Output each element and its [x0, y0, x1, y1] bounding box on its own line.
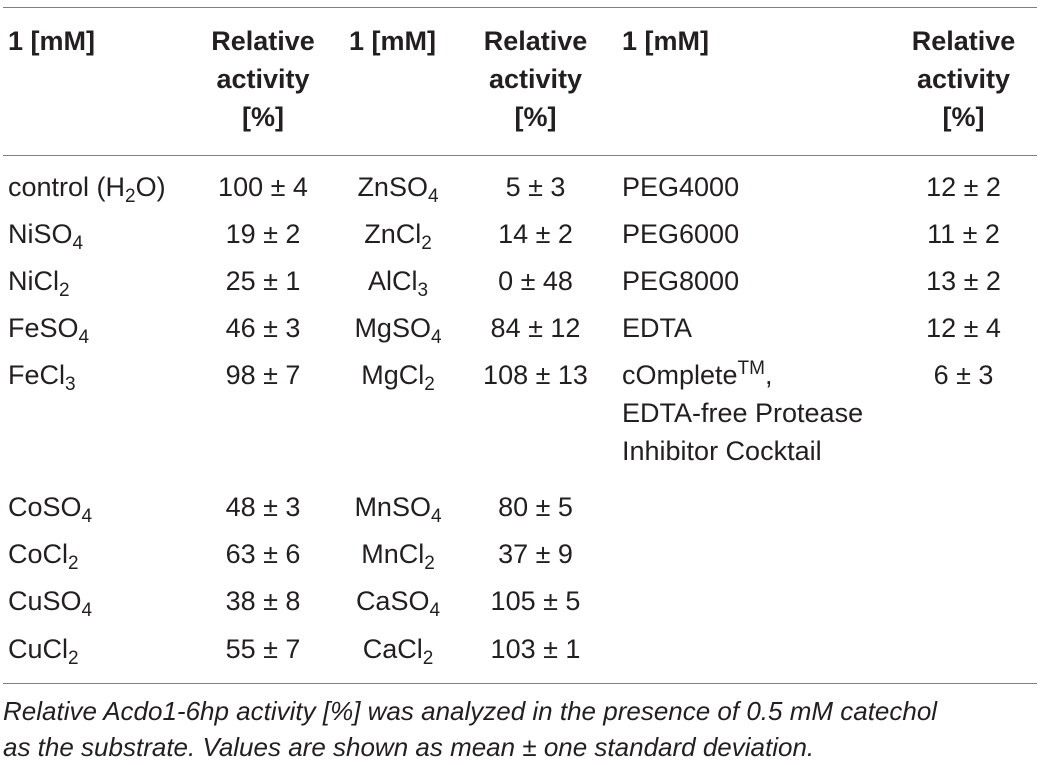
activity-cell: 25 ± 1 [225, 266, 301, 296]
compound-cell: PEG8000 [622, 266, 740, 296]
compound-cell-line2: EDTA-free Protease [622, 398, 864, 428]
compound-cell: EDTA [622, 313, 693, 343]
activity-cell: 19 ± 2 [225, 219, 301, 249]
header-col2-line3: [%] [242, 102, 284, 132]
activity-cell: 14 ± 2 [498, 219, 573, 249]
header-col4: Relative activity [%] [468, 22, 603, 136]
compound-cell: MnCl2 [361, 539, 435, 574]
activity-cell: 5 ± 3 [505, 172, 566, 202]
compound-cell: control (H2O) [8, 172, 166, 207]
activity-cell: 55 ± 7 [225, 634, 301, 664]
header-col4-line2: activity [488, 64, 583, 94]
footnote-line2: as the substrate. Values are shown as me… [3, 732, 815, 762]
table-footnote: Relative Acdo1-6hp activity [%] was anal… [3, 693, 1037, 765]
table-top-rule [3, 7, 1037, 8]
table-row: NiSO4 19 ± 2 ZnCl2 14 ± 2 PEG6000 11 ± 2 [3, 215, 1037, 253]
compound-cell: CuSO4 [8, 586, 93, 621]
activity-cell: 0 ± 48 [498, 266, 573, 296]
table-row: CoSO4 48 ± 3 MnSO4 80 ± 5 [3, 488, 1037, 526]
activity-cell: 12 ± 4 [926, 313, 1001, 343]
table-row: CoCl2 63 ± 6 MnCl2 37 ± 9 [3, 535, 1037, 573]
compound-cell-line3: Inhibitor Cocktail [622, 436, 822, 466]
table-header: 1 [mM] Relative activity [%] 1 [mM] Rela… [3, 22, 1037, 142]
compound-cell: ZnSO4 [357, 172, 439, 207]
activity-cell: 80 ± 5 [498, 492, 573, 522]
compound-cell: cOmpleteTM, EDTA-free Protease Inhibitor… [622, 356, 863, 470]
compound-cell: ZnCl2 [364, 219, 432, 254]
table-row: CuSO4 38 ± 8 CaSO4 105 ± 5 [3, 582, 1037, 620]
compound-cell: CaSO4 [355, 586, 441, 621]
activity-cell: 100 ± 4 [218, 172, 308, 202]
footnote-line1: Relative Acdo1-6hp activity [%] was anal… [3, 696, 938, 726]
header-col6-line2: activity [916, 64, 1011, 94]
activity-cell: 108 ± 13 [483, 360, 588, 390]
compound-cell: NiCl2 [8, 266, 70, 301]
activity-cell: 105 ± 5 [490, 586, 581, 616]
header-col4-line1: Relative [483, 26, 588, 56]
header-col1: 1 [mM] [8, 26, 95, 56]
compound-cell: FeCl3 [8, 360, 76, 395]
compound-cell: MnSO4 [354, 492, 442, 527]
compound-cell: MgSO4 [354, 313, 442, 348]
compound-cell: AlCl3 [367, 266, 429, 301]
activity-cell: 12 ± 2 [926, 172, 1001, 202]
activity-cell: 38 ± 8 [225, 586, 301, 616]
activity-cell: 37 ± 9 [498, 539, 573, 569]
table-row: NiCl2 25 ± 1 AlCl3 0 ± 48 PEG8000 13 ± 2 [3, 262, 1037, 300]
table-bottom-rule [3, 683, 1037, 684]
header-col5: 1 [mM] [622, 26, 709, 56]
header-col4-line3: [%] [514, 102, 557, 132]
header-col6-line1: Relative [911, 26, 1016, 56]
table-header-rule [3, 155, 1037, 156]
compound-cell: CuCl2 [8, 634, 79, 669]
compound-cell-line1: cOmpleteTM, [622, 358, 773, 390]
compound-cell: PEG4000 [622, 172, 740, 202]
compound-cell: CoCl2 [8, 539, 79, 574]
activity-cell: 103 ± 1 [490, 634, 581, 664]
compound-cell: PEG6000 [622, 219, 740, 249]
activity-cell: 6 ± 3 [933, 360, 994, 390]
activity-cell: 98 ± 7 [225, 360, 301, 390]
header-col6-line3: [%] [942, 102, 985, 132]
table-row: FeSO4 46 ± 3 MgSO4 84 ± 12 EDTA 12 ± 4 [3, 309, 1037, 347]
compound-cell: CaCl2 [362, 634, 434, 669]
activity-cell: 63 ± 6 [225, 539, 301, 569]
activity-cell: 48 ± 3 [225, 492, 301, 522]
table-row: control (H2O) 100 ± 4 ZnSO4 5 ± 3 PEG400… [3, 168, 1037, 206]
header-col2-line1: Relative [211, 26, 315, 56]
header-col2: Relative activity [%] [198, 22, 328, 136]
activity-cell: 84 ± 12 [490, 313, 581, 343]
compound-cell: FeSO4 [8, 313, 90, 348]
table-row: FeCl3 98 ± 7 MgCl2 108 ± 13 cOmpleteTM, … [3, 356, 1037, 470]
activity-cell: 13 ± 2 [926, 266, 1001, 296]
compound-cell: CoSO4 [8, 492, 93, 527]
compound-cell: NiSO4 [8, 219, 84, 254]
activity-cell: 46 ± 3 [225, 313, 301, 343]
activity-cell: 11 ± 2 [927, 219, 1000, 249]
header-col6: Relative activity [%] [896, 22, 1031, 136]
header-col3: 1 [mM] [349, 26, 436, 56]
compound-cell: MgCl2 [361, 360, 435, 395]
header-col2-line2: activity [216, 64, 310, 94]
table-row: CuCl2 55 ± 7 CaCl2 103 ± 1 [3, 630, 1037, 668]
